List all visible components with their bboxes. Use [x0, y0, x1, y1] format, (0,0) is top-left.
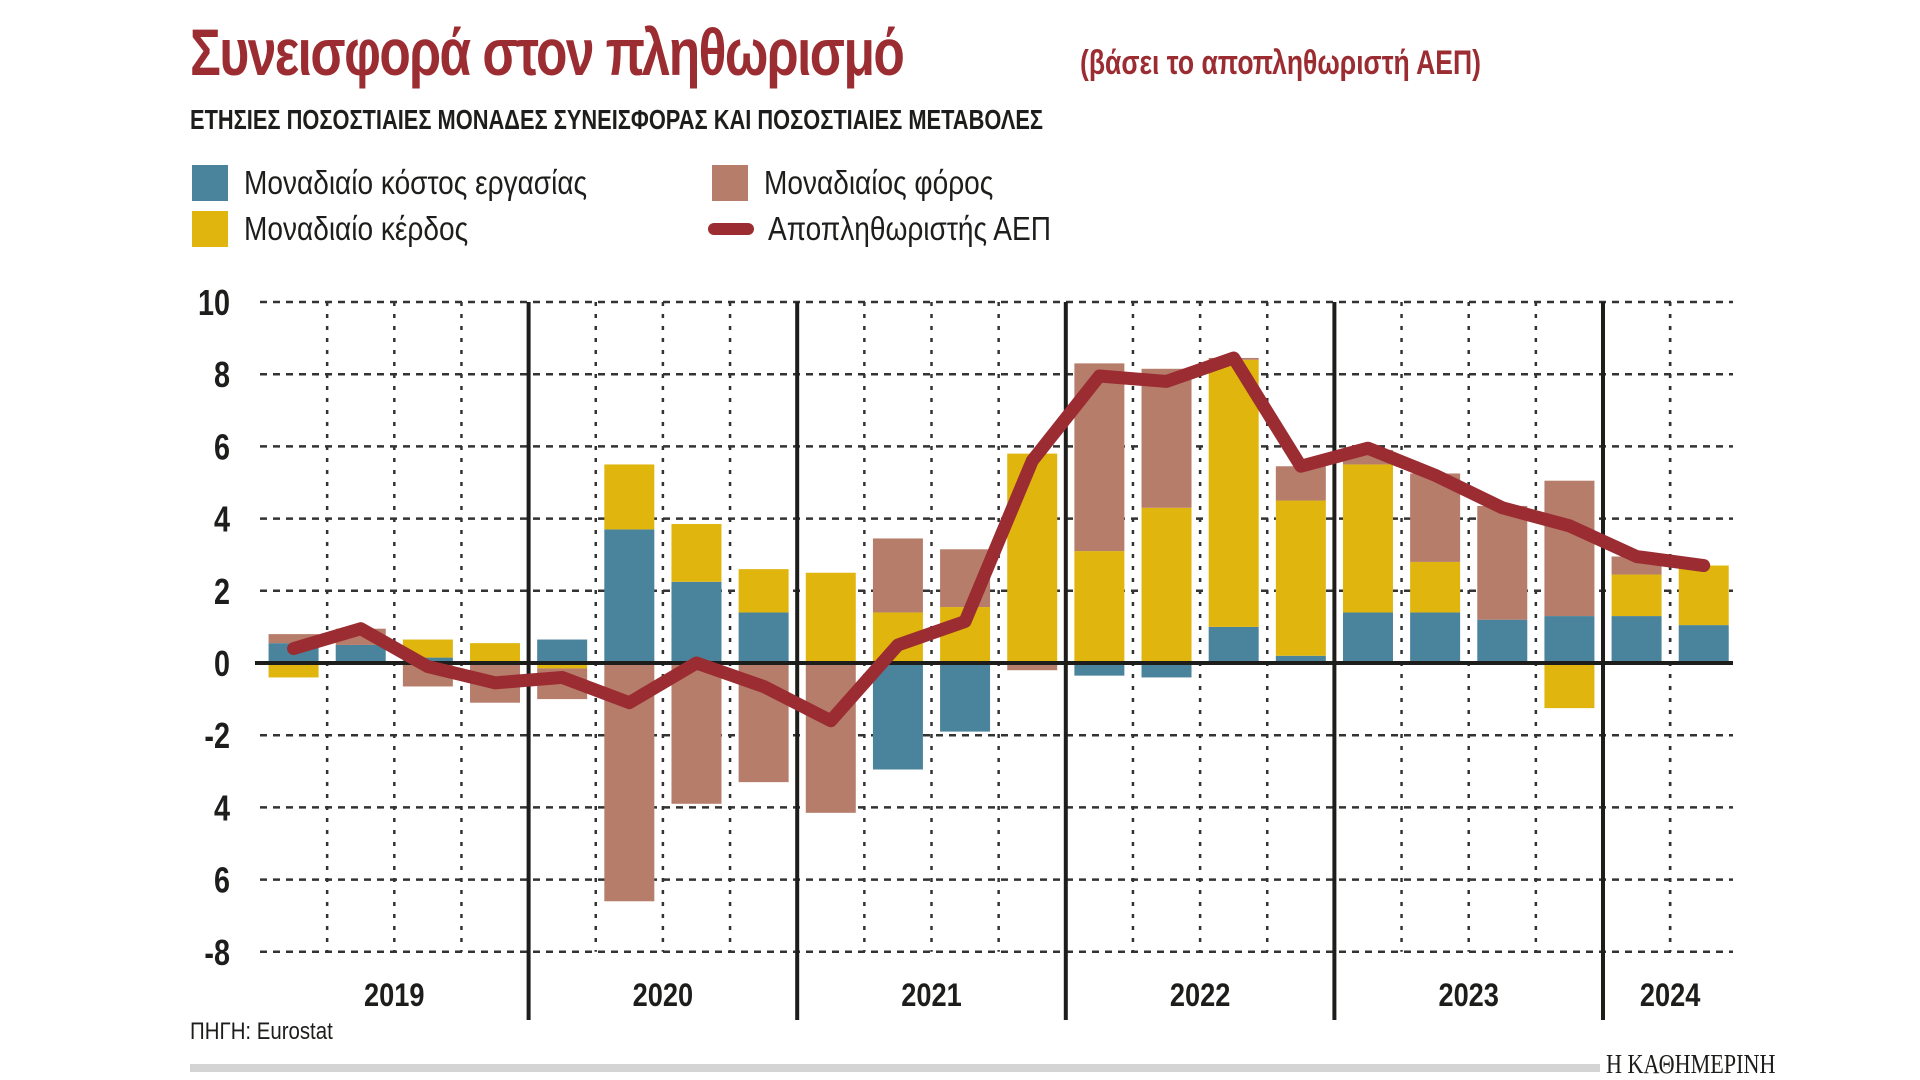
bar-segment — [738, 569, 789, 613]
y-tick-label: 4 — [214, 787, 230, 828]
bar-segment — [1007, 663, 1058, 671]
bar-segment — [268, 634, 319, 644]
bar-segment — [1678, 625, 1729, 663]
bar-segment — [1007, 453, 1058, 663]
legend-item-labor-cost: Μοναδιαίο κόστος εργασίας — [192, 164, 648, 202]
bar-segment — [537, 663, 588, 669]
deflator-line — [287, 351, 1711, 728]
bar-segment — [1544, 480, 1595, 617]
title-main: Συνεισφορά στον πληθωρισμό — [190, 15, 905, 89]
legend-swatch-deflator — [708, 223, 754, 235]
legend-swatch-labor-cost — [192, 165, 228, 201]
legend-item-profit: Μοναδιαίο κέρδος — [192, 210, 508, 248]
title-suffix: (βάσει το αποπληθωριστή ΑΕΠ) — [1080, 44, 1481, 82]
bar-segment — [1275, 500, 1326, 656]
legend-label: Μοναδιαίος φόρος — [764, 164, 994, 201]
x-year-label: 2022 — [1170, 978, 1230, 1014]
legend-item-deflator: Αποπληθωριστής ΑΕΠ — [708, 210, 1101, 248]
bar-segment — [537, 639, 588, 663]
bar-segment — [470, 643, 521, 663]
brand-logo: Η ΚΑΘΗΜΕΡΙΝΗ — [1606, 1049, 1776, 1079]
bar-segment — [1611, 616, 1662, 663]
bar-segment — [1342, 612, 1393, 663]
y-tick-label: 6 — [214, 859, 230, 900]
y-tick-label: 4 — [214, 498, 230, 539]
bar-segment — [335, 644, 386, 663]
source-note: ΠΗΓΗ: Eurostat — [190, 1018, 333, 1045]
chart-subtitle: ΕΤΗΣΙΕΣ ΠΟΣΟΣΤΙΑΙΕΣ ΜΟΝΑΔΕΣ ΣΥΝΕΙΣΦΟΡΑΣ … — [190, 104, 1044, 135]
y-tick-label: 8 — [214, 354, 230, 395]
bar-segment — [805, 572, 856, 663]
bar-segment — [940, 663, 991, 732]
bar-segment — [1544, 663, 1595, 709]
y-tick-label: 10 — [198, 282, 230, 323]
bar-segment — [1410, 561, 1461, 613]
bar-segment — [1611, 574, 1662, 617]
x-year-label: 2020 — [633, 978, 693, 1014]
x-year-label: 2019 — [364, 978, 424, 1014]
bar-segment — [1074, 663, 1125, 676]
bar-segment — [1678, 565, 1729, 626]
x-year-label: 2024 — [1640, 978, 1701, 1014]
bar-segment — [1074, 551, 1125, 663]
bar-segment — [671, 663, 722, 804]
bar-segment — [1141, 663, 1192, 678]
bar-segment — [1141, 368, 1192, 508]
bar-segment — [1477, 619, 1528, 663]
bar-segment — [1342, 464, 1393, 613]
bar-segment — [604, 529, 655, 663]
legend-swatch-tax — [712, 165, 748, 201]
x-year-label: 2023 — [1438, 978, 1498, 1014]
footer-bar — [190, 1064, 1600, 1072]
y-tick-label: -2 — [204, 715, 230, 756]
y-tick-label: 0 — [214, 643, 230, 684]
grid — [260, 300, 1733, 954]
bar-segment — [872, 538, 923, 613]
legend-item-tax: Μοναδιαίος φόρος — [712, 164, 1034, 202]
labels: 10 8 6 4 2 0 -2 4 6 -8 2019 2020 2021 2022 2023 2024 — [198, 282, 1701, 1014]
legend-swatch-profit — [192, 211, 228, 247]
bar-segment — [1208, 359, 1259, 627]
bar-segment — [604, 464, 655, 530]
x-year-label: 2021 — [901, 978, 961, 1014]
legend-label: Αποπληθωριστής ΑΕΠ — [768, 210, 1051, 247]
y-tick-label: 6 — [214, 426, 230, 467]
bar-segment — [268, 663, 319, 678]
bar-segment — [1275, 655, 1326, 663]
bar-segment — [1410, 612, 1461, 663]
y-tick-label: 2 — [214, 571, 230, 612]
bar-segment — [805, 664, 856, 813]
bar-segment — [738, 612, 789, 663]
legend-label: Μοναδιαίο κόστος εργασίας — [244, 164, 588, 201]
bar-segment — [1208, 626, 1259, 663]
bar-segment — [1141, 507, 1192, 663]
bar-segment — [1477, 505, 1528, 620]
line-layer — [287, 351, 1711, 728]
chart-title: Συνεισφορά στον πληθωρισμό (βάσει το απο… — [190, 14, 1481, 90]
bar-segment — [671, 524, 722, 582]
bar-segment — [872, 663, 923, 770]
axes — [255, 302, 1733, 1020]
y-tick-label: -8 — [204, 932, 230, 973]
bar-segment — [671, 581, 722, 663]
bar-segment — [1544, 616, 1595, 663]
legend-label: Μοναδιαίο κέρδος — [244, 210, 469, 247]
